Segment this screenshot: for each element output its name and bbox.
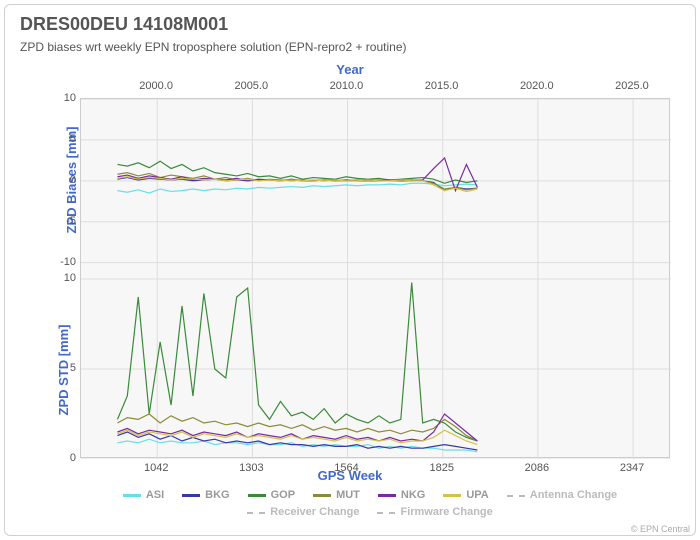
legend-item-asi: ASI (123, 487, 164, 505)
top-axis-label: Year (336, 62, 363, 77)
chart-subtitle: ZPD biases wrt weekly EPN troposphere so… (20, 40, 407, 54)
legend-row: ASIBKGGOPMUTNKGUPAAntenna ChangeReceiver… (60, 487, 680, 522)
legend-item-upa: UPA (443, 487, 488, 505)
plot-svg (81, 99, 671, 459)
plot-area (80, 98, 670, 458)
chart-container: DRES00DEU 14108M001 ZPD biases wrt weekl… (0, 0, 700, 540)
chart-title: DRES00DEU 14108M001 (20, 14, 228, 35)
copyright: © EPN Central (631, 524, 690, 534)
legend-item-bkg: BKG (182, 487, 229, 505)
legend-item-mut: MUT (313, 487, 360, 505)
legend-item-gop: GOP (248, 487, 295, 505)
legend: ASIBKGGOPMUTNKGUPAAntenna ChangeReceiver… (60, 487, 680, 522)
legend-item-nkg: NKG (378, 487, 425, 505)
